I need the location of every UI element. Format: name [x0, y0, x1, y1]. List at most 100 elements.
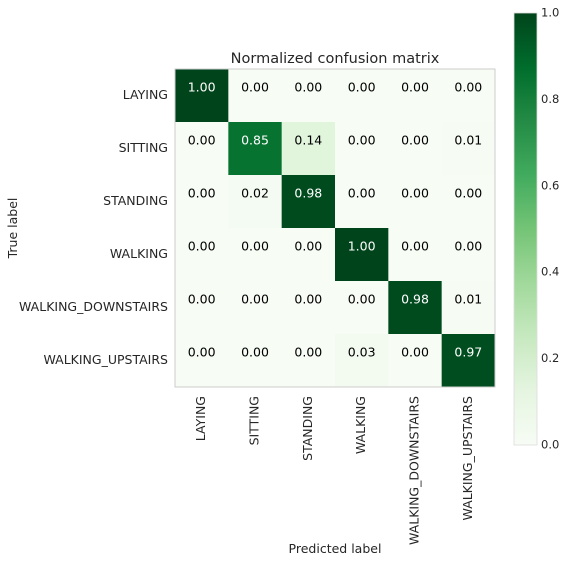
heatmap-cell [228, 228, 283, 282]
cell-value-label: 0.00 [454, 239, 482, 254]
cell-value-label: 0.00 [401, 186, 429, 201]
cell-value-label: 0.01 [454, 292, 482, 307]
heatmap-cell [228, 334, 283, 388]
heatmap-cell [228, 122, 283, 176]
heatmap-cell [228, 175, 283, 229]
colorbar-tick-label: 1.0 [541, 6, 559, 20]
colorbar-tick-label: 0.4 [541, 265, 559, 279]
cell-value-label: 0.00 [294, 345, 322, 360]
heatmap-cell [441, 281, 496, 335]
y-tick-label: WALKING_UPSTAIRS [43, 352, 168, 367]
cell-value-label: 0.85 [241, 133, 269, 148]
y-tick-label: WALKING [110, 246, 168, 261]
colorbar-tick-label: 0.0 [541, 438, 559, 452]
heatmap-cell [441, 175, 496, 229]
cell-value-label: 0.00 [294, 80, 322, 95]
x-tick-label: SITTING [247, 396, 262, 445]
cell-value-label: 0.00 [188, 292, 216, 307]
cell-value-label: 1.00 [188, 80, 216, 95]
cell-value-label: 0.00 [348, 186, 376, 201]
x-tick-label: STANDING [300, 396, 315, 461]
cell-value-label: 1.00 [348, 239, 376, 254]
heatmap-cell [335, 228, 389, 282]
colorbar-tick-label: 0.2 [541, 351, 559, 365]
heatmap-cell [175, 281, 229, 335]
plot-frame [174, 68, 496, 388]
heatmap-cell [281, 122, 336, 176]
heatmap-cell [335, 281, 389, 335]
cell-value-label: 0.00 [241, 292, 269, 307]
cell-value-label: 0.00 [241, 239, 269, 254]
cell-value-label: 0.00 [348, 133, 376, 148]
heatmap-cell [441, 69, 496, 123]
colorbar-tick-label: 0.6 [541, 178, 559, 192]
heatmap-cell [335, 69, 389, 123]
heatmap-cell [388, 281, 443, 335]
cell-value-label: 0.00 [241, 345, 269, 360]
x-tick-labels: LAYING SITTING STANDING WALKING WALKING_DOWN… [193, 396, 475, 545]
heatmap-cell [388, 122, 443, 176]
cell-value-label: 0.00 [188, 186, 216, 201]
colorbar-ticks: 0.0 0.2 0.4 0.6 0.8 1.0 [541, 6, 559, 452]
cell-value-label: 0.01 [454, 133, 482, 148]
heatmap-cell [175, 175, 229, 229]
y-tick-label: SITTING [119, 140, 168, 155]
x-tick-label: WALKING_UPSTAIRS [460, 396, 475, 521]
heatmap-cell [281, 69, 336, 123]
y-tick-labels: LAYING SITTING STANDING WALKING WALKING_DOWN… [19, 87, 168, 367]
cell-value-label: 0.00 [348, 80, 376, 95]
heatmap-cell [281, 175, 336, 229]
cell-value-label: 0.02 [241, 186, 269, 201]
cell-value-label: 0.00 [241, 80, 269, 95]
heatmap-cell [441, 334, 496, 388]
y-tick-label: LAYING [123, 87, 168, 102]
heatmap-cell [175, 334, 229, 388]
cell-value-label: 0.00 [401, 239, 429, 254]
y-tick-label: STANDING [103, 193, 168, 208]
heatmap-cell [441, 228, 496, 282]
colorbar-tick-label: 0.8 [541, 92, 559, 106]
cell-value-label: 0.00 [188, 239, 216, 254]
cell-value-label: 0.97 [454, 345, 482, 360]
cell-value-label: 0.00 [348, 292, 376, 307]
cell-value-label: 0.00 [401, 133, 429, 148]
heatmap-cell [388, 175, 443, 229]
heatmap-cell [175, 69, 229, 123]
cell-value-label: 0.03 [348, 345, 376, 360]
colorbar [513, 12, 538, 446]
heatmap-cell [388, 228, 443, 282]
x-tick-label: LAYING [193, 396, 208, 441]
cell-value-label: 0.14 [294, 133, 322, 148]
heatmap-cell [441, 122, 496, 176]
cell-value-label: 0.00 [294, 239, 322, 254]
cell-value-label: 0.00 [188, 345, 216, 360]
chart-title: Normalized confusion matrix [231, 51, 440, 67]
heatmap-cell [228, 69, 283, 123]
x-tick-label: WALKING [353, 396, 368, 454]
cell-value-label: 0.00 [401, 345, 429, 360]
x-axis-title: Predicted label [289, 541, 382, 556]
cell-value-label: 0.98 [294, 186, 322, 201]
heatmap-cell [175, 228, 229, 282]
cell-value-label: 0.98 [401, 292, 429, 307]
cell-value-label: 0.00 [454, 186, 482, 201]
cell-value-label: 0.00 [454, 80, 482, 95]
heatmap-cell [388, 334, 443, 388]
y-axis-title: True label [5, 198, 20, 260]
heatmap-cell [281, 334, 336, 388]
cell-value-label: 0.00 [188, 133, 216, 148]
heatmap-cell [335, 334, 389, 388]
y-tick-label: WALKING_DOWNSTAIRS [19, 299, 168, 314]
heatmap-cells: 1.00 0.00 0.00 0.00 0.00 0.00 0.00 0.85 0.14 0.00… [175, 69, 496, 388]
x-tick-label: WALKING_DOWNSTAIRS [407, 396, 422, 545]
cell-value-label: 0.00 [401, 80, 429, 95]
heatmap-cell [281, 228, 336, 282]
heatmap-cell [335, 175, 389, 229]
heatmap-cell [281, 281, 336, 335]
heatmap-cell [175, 122, 229, 176]
heatmap-cell [388, 69, 443, 123]
cell-value-label: 0.00 [294, 292, 322, 307]
heatmap-cell [228, 281, 283, 335]
heatmap-cell [335, 122, 389, 176]
